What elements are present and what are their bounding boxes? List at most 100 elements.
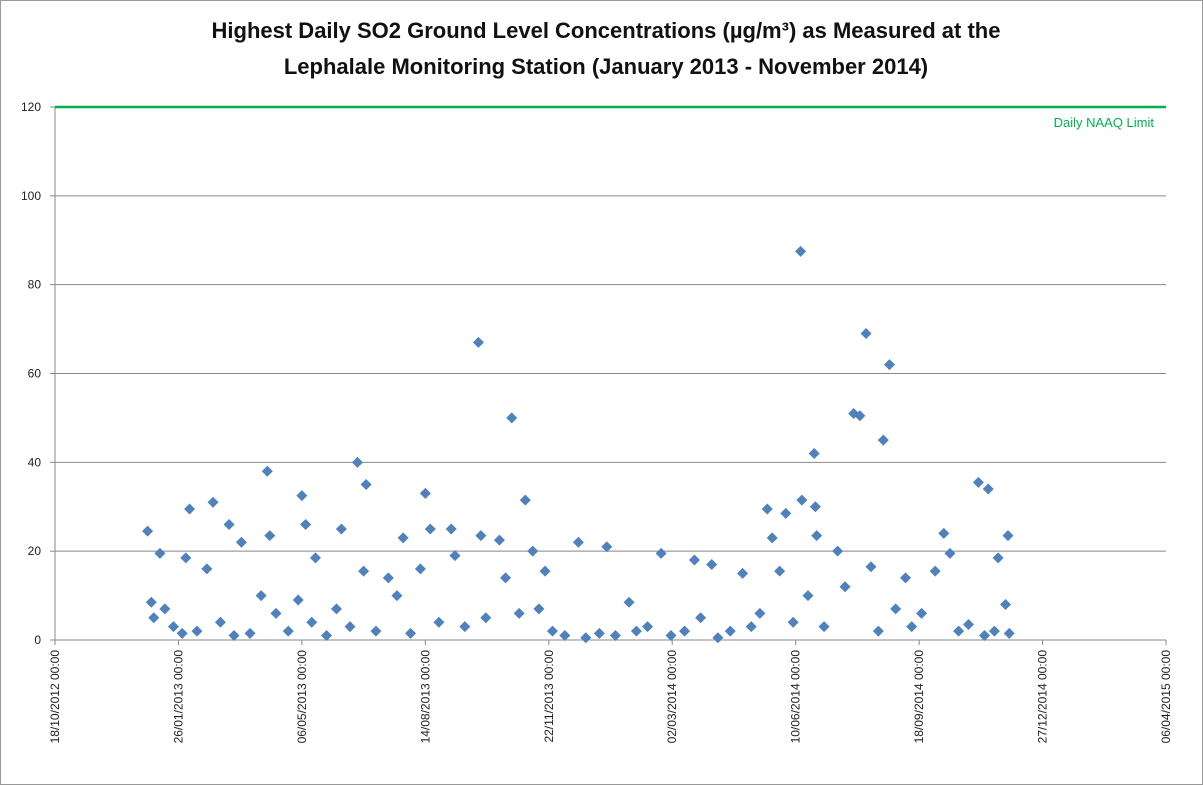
data-point	[391, 590, 403, 602]
data-point	[796, 494, 808, 506]
x-tick-label: 18/09/2014 00:00	[912, 650, 926, 744]
x-tick-label: 22/11/2013 00:00	[542, 650, 556, 743]
data-point	[883, 359, 895, 371]
x-tick-label: 02/03/2014 00:00	[665, 650, 679, 744]
data-point	[802, 590, 814, 602]
x-tick-label: 27/12/2014 00:00	[1036, 650, 1050, 744]
data-point	[1002, 530, 1014, 542]
data-point	[962, 618, 974, 630]
data-point	[811, 530, 823, 542]
data-point	[184, 503, 196, 515]
data-point	[630, 625, 642, 637]
y-tick-label: 40	[28, 455, 42, 469]
data-point	[972, 476, 984, 488]
data-point	[808, 447, 820, 459]
data-point	[679, 625, 691, 637]
data-point	[890, 603, 902, 615]
x-tick-label: 14/08/2013 00:00	[418, 650, 432, 744]
data-point	[609, 630, 621, 642]
data-point	[665, 630, 677, 642]
data-point	[688, 554, 700, 566]
data-point	[223, 519, 235, 531]
y-tick-label: 120	[21, 100, 41, 114]
data-point	[261, 465, 273, 477]
data-point	[397, 532, 409, 544]
data-point	[168, 621, 180, 633]
data-point	[306, 616, 318, 628]
data-point	[737, 567, 749, 579]
data-point	[449, 550, 461, 562]
data-point	[916, 607, 928, 619]
x-tick-label: 10/06/2014 00:00	[789, 650, 803, 744]
y-tick-label: 60	[28, 367, 42, 381]
data-point	[309, 552, 321, 564]
data-point	[506, 412, 518, 424]
data-point	[623, 596, 635, 608]
data-point	[988, 625, 1000, 637]
x-tick-label: 18/10/2012 00:00	[48, 650, 62, 744]
data-point	[351, 456, 363, 468]
data-point	[929, 565, 941, 577]
data-point	[809, 501, 821, 513]
data-point	[818, 621, 830, 633]
y-tick-label: 20	[28, 544, 42, 558]
data-point	[944, 547, 956, 559]
data-point	[780, 507, 792, 519]
data-point	[774, 565, 786, 577]
data-point	[872, 625, 884, 637]
data-point	[787, 616, 799, 628]
data-point	[982, 483, 994, 495]
data-point	[282, 625, 294, 637]
data-point	[513, 607, 525, 619]
data-point	[572, 536, 584, 548]
data-point	[360, 479, 372, 491]
data-point	[472, 336, 484, 348]
data-point	[832, 545, 844, 557]
data-point	[255, 590, 267, 602]
data-point	[292, 594, 304, 606]
data-point	[533, 603, 545, 615]
data-point	[370, 625, 382, 637]
data-point	[865, 561, 877, 573]
data-point	[546, 625, 558, 637]
data-point	[445, 523, 457, 535]
data-point	[207, 496, 219, 508]
data-point	[795, 245, 807, 257]
data-point	[706, 558, 718, 570]
data-point	[159, 603, 171, 615]
data-point	[761, 503, 773, 515]
data-point	[330, 603, 342, 615]
data-point	[1003, 627, 1015, 639]
data-point	[414, 563, 426, 575]
data-point	[142, 525, 154, 537]
data-point	[906, 621, 918, 633]
data-point	[244, 627, 256, 639]
data-point	[854, 410, 866, 422]
data-point	[979, 630, 991, 642]
reference-label: Daily NAAQ Limit	[1054, 115, 1155, 130]
data-point	[296, 490, 308, 502]
y-tick-label: 80	[28, 278, 42, 292]
data-point	[358, 565, 370, 577]
data-point	[593, 627, 605, 639]
data-point	[745, 621, 757, 633]
data-point	[191, 625, 203, 637]
data-point	[900, 572, 912, 584]
data-point	[154, 547, 166, 559]
data-point	[754, 607, 766, 619]
data-point	[877, 434, 889, 446]
data-point	[321, 630, 333, 642]
data-point	[235, 536, 247, 548]
data-point	[938, 527, 950, 539]
data-point	[344, 621, 356, 633]
data-point	[712, 632, 724, 644]
y-tick-label: 100	[21, 189, 41, 203]
data-point	[1000, 598, 1012, 610]
data-point	[860, 328, 872, 340]
x-tick-label: 06/05/2013 00:00	[295, 650, 309, 744]
data-point	[433, 616, 445, 628]
data-point	[382, 572, 394, 584]
data-point	[992, 552, 1004, 564]
